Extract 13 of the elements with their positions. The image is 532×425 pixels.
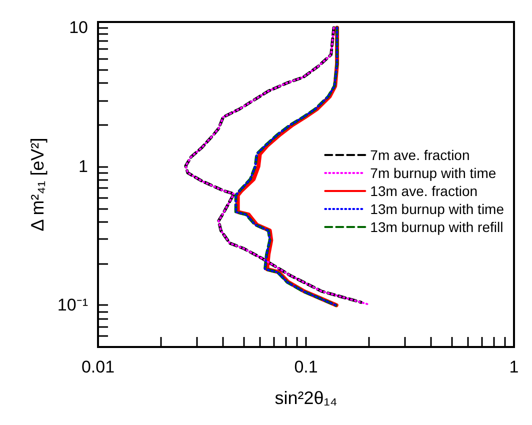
y-tick-label: 10: [69, 18, 88, 38]
legend-label: 13m ave. fraction: [370, 183, 478, 199]
legend-label: 7m burnup with time: [370, 165, 496, 181]
x-tick-label: 1: [509, 358, 519, 377]
y-tick-label: 1: [78, 156, 88, 176]
legend-label: 7m ave. fraction: [370, 147, 470, 163]
x-tick-label: 0.1: [294, 358, 318, 377]
y-tick-label: 10⁻¹: [57, 296, 88, 315]
y-axis-title: Δ m²₄₁ [eV²]: [28, 138, 48, 232]
legend-label: 13m burnup with time: [370, 201, 504, 217]
x-axis-title: sin²2θ₁₄: [274, 388, 338, 408]
legend-label: 13m burnup with refill: [370, 219, 504, 235]
x-tick-label: 0.01: [81, 358, 115, 377]
